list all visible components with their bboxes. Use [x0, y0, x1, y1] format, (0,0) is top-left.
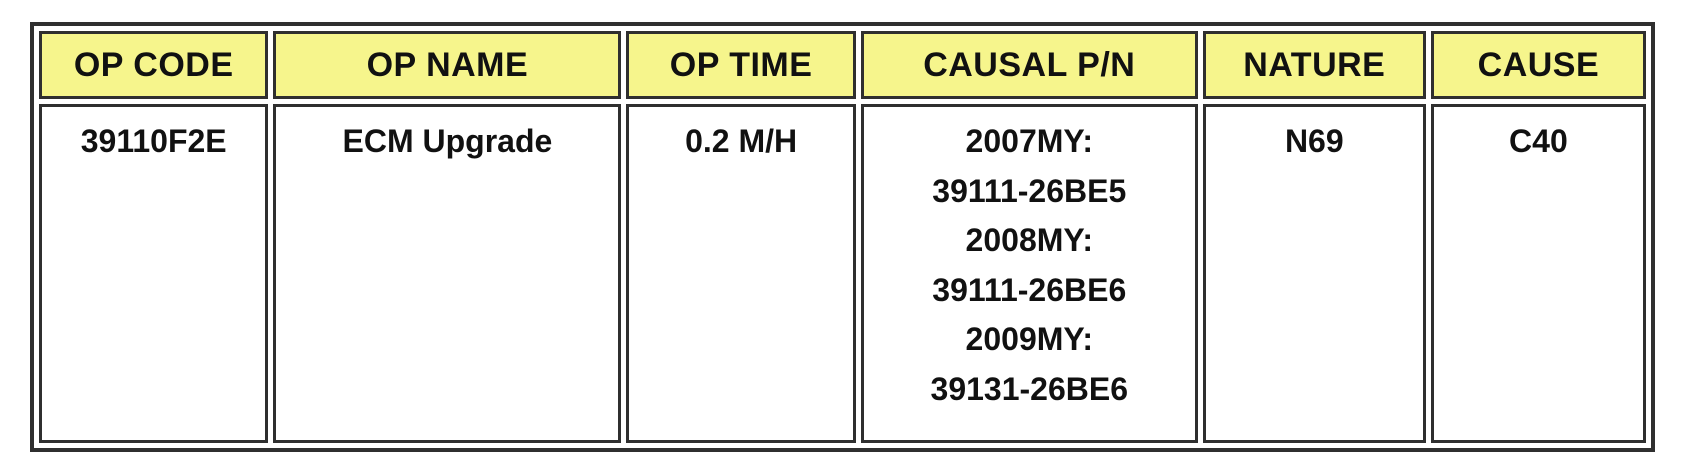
- cell-cause: C40: [1430, 104, 1646, 443]
- table-body: 39110F2E ECM Upgrade 0.2 M/H 2007MY: 391…: [39, 104, 1646, 443]
- header-cell-op-code: OP CODE: [39, 31, 269, 99]
- header-cell-op-time: OP TIME: [626, 31, 856, 99]
- table-row: 39110F2E ECM Upgrade 0.2 M/H 2007MY: 391…: [39, 104, 1646, 443]
- header-cell-op-name: OP NAME: [273, 31, 622, 99]
- header-cell-cause: CAUSE: [1430, 31, 1646, 99]
- cell-nature: N69: [1202, 104, 1426, 443]
- cell-op-time: 0.2 M/H: [626, 104, 856, 443]
- cell-causal-pn: 2007MY: 39111-26BE5 2008MY: 39111-26BE6 …: [860, 104, 1198, 443]
- op-code-table: OP CODE OP NAME OP TIME CAUSAL P/N NATUR…: [30, 22, 1655, 452]
- table-header-row: OP CODE OP NAME OP TIME CAUSAL P/N NATUR…: [39, 31, 1646, 99]
- header-cell-nature: NATURE: [1202, 31, 1426, 99]
- cell-op-name: ECM Upgrade: [273, 104, 622, 443]
- cell-op-code: 39110F2E: [39, 104, 269, 443]
- header-cell-causal-pn: CAUSAL P/N: [860, 31, 1198, 99]
